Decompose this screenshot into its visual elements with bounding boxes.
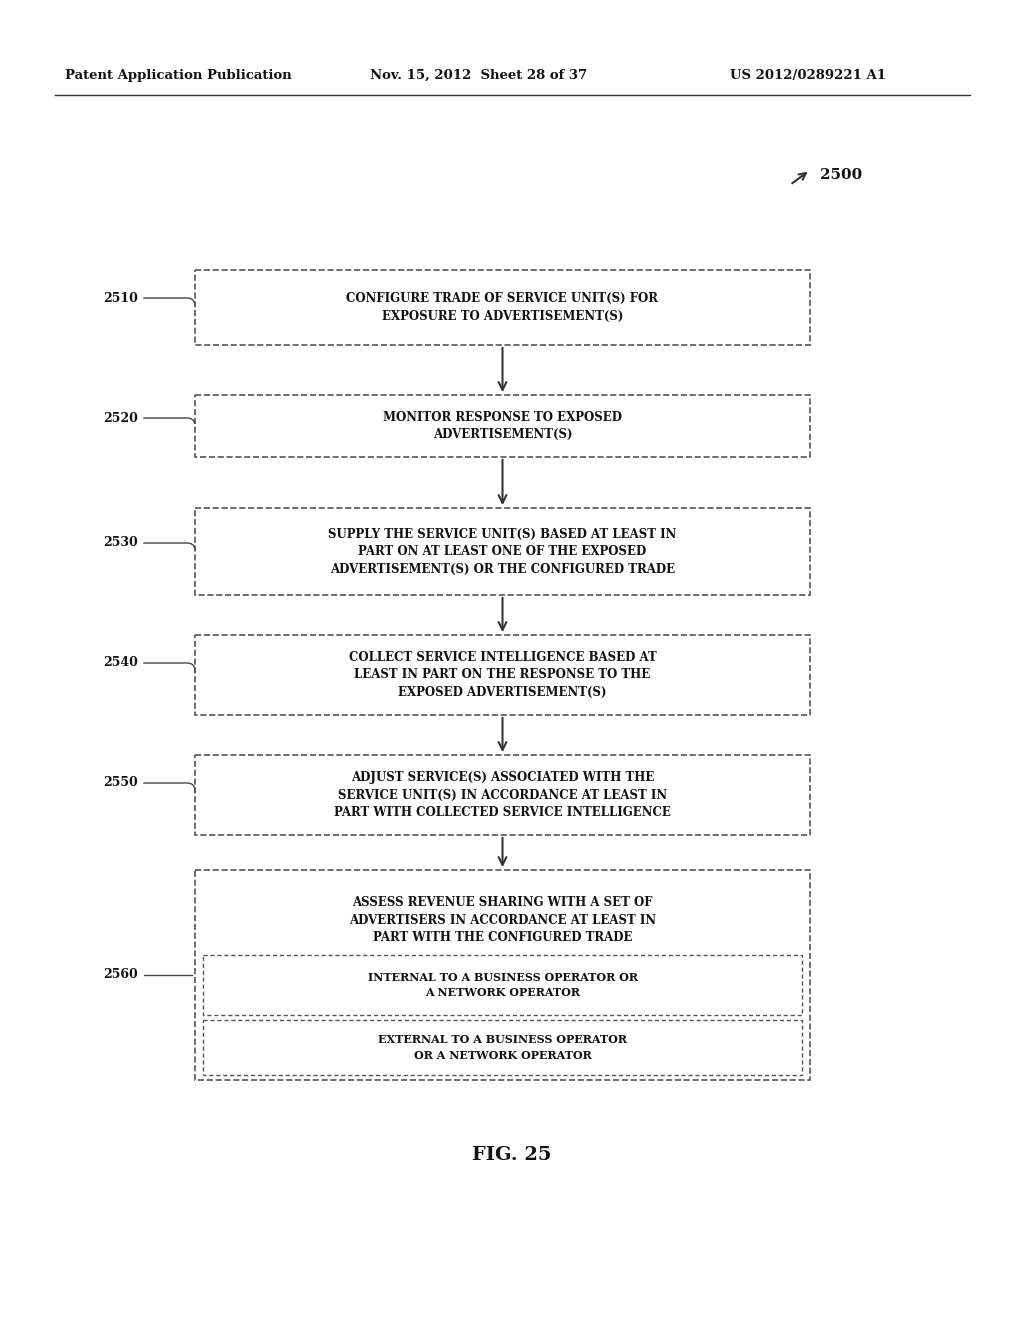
Text: 2560: 2560 — [103, 969, 138, 982]
Text: 2540: 2540 — [103, 656, 138, 669]
Bar — [195, 755, 810, 836]
Text: 2550: 2550 — [103, 776, 138, 789]
Bar — [203, 1020, 802, 1074]
Bar — [195, 635, 810, 715]
Text: Patent Application Publication: Patent Application Publication — [65, 69, 292, 82]
Text: US 2012/0289221 A1: US 2012/0289221 A1 — [730, 69, 886, 82]
Text: 2510: 2510 — [103, 292, 138, 305]
Bar — [203, 954, 802, 1015]
Text: FIG. 25: FIG. 25 — [472, 1146, 552, 1164]
Text: COLLECT SERVICE INTELLIGENCE BASED AT
LEAST IN PART ON THE RESPONSE TO THE
EXPOS: COLLECT SERVICE INTELLIGENCE BASED AT LE… — [348, 651, 656, 700]
Text: 2530: 2530 — [103, 536, 138, 549]
Text: INTERNAL TO A BUSINESS OPERATOR OR
A NETWORK OPERATOR: INTERNAL TO A BUSINESS OPERATOR OR A NET… — [368, 972, 638, 998]
Text: Nov. 15, 2012  Sheet 28 of 37: Nov. 15, 2012 Sheet 28 of 37 — [370, 69, 587, 82]
Bar — [195, 870, 810, 1080]
Text: 2500: 2500 — [820, 168, 862, 182]
Text: ADJUST SERVICE(S) ASSOCIATED WITH THE
SERVICE UNIT(S) IN ACCORDANCE AT LEAST IN
: ADJUST SERVICE(S) ASSOCIATED WITH THE SE… — [334, 771, 671, 818]
Text: SUPPLY THE SERVICE UNIT(S) BASED AT LEAST IN
PART ON AT LEAST ONE OF THE EXPOSED: SUPPLY THE SERVICE UNIT(S) BASED AT LEAS… — [329, 528, 677, 576]
Text: MONITOR RESPONSE TO EXPOSED
ADVERTISEMENT(S): MONITOR RESPONSE TO EXPOSED ADVERTISEMEN… — [383, 411, 622, 441]
Text: EXTERNAL TO A BUSINESS OPERATOR
OR A NETWORK OPERATOR: EXTERNAL TO A BUSINESS OPERATOR OR A NET… — [378, 1035, 627, 1060]
Bar — [195, 271, 810, 345]
Text: ASSESS REVENUE SHARING WITH A SET OF
ADVERTISERS IN ACCORDANCE AT LEAST IN
PART : ASSESS REVENUE SHARING WITH A SET OF ADV… — [349, 896, 656, 944]
Bar — [195, 508, 810, 595]
Text: 2520: 2520 — [103, 412, 138, 425]
Text: CONFIGURE TRADE OF SERVICE UNIT(S) FOR
EXPOSURE TO ADVERTISEMENT(S): CONFIGURE TRADE OF SERVICE UNIT(S) FOR E… — [346, 292, 658, 323]
Bar — [195, 395, 810, 457]
